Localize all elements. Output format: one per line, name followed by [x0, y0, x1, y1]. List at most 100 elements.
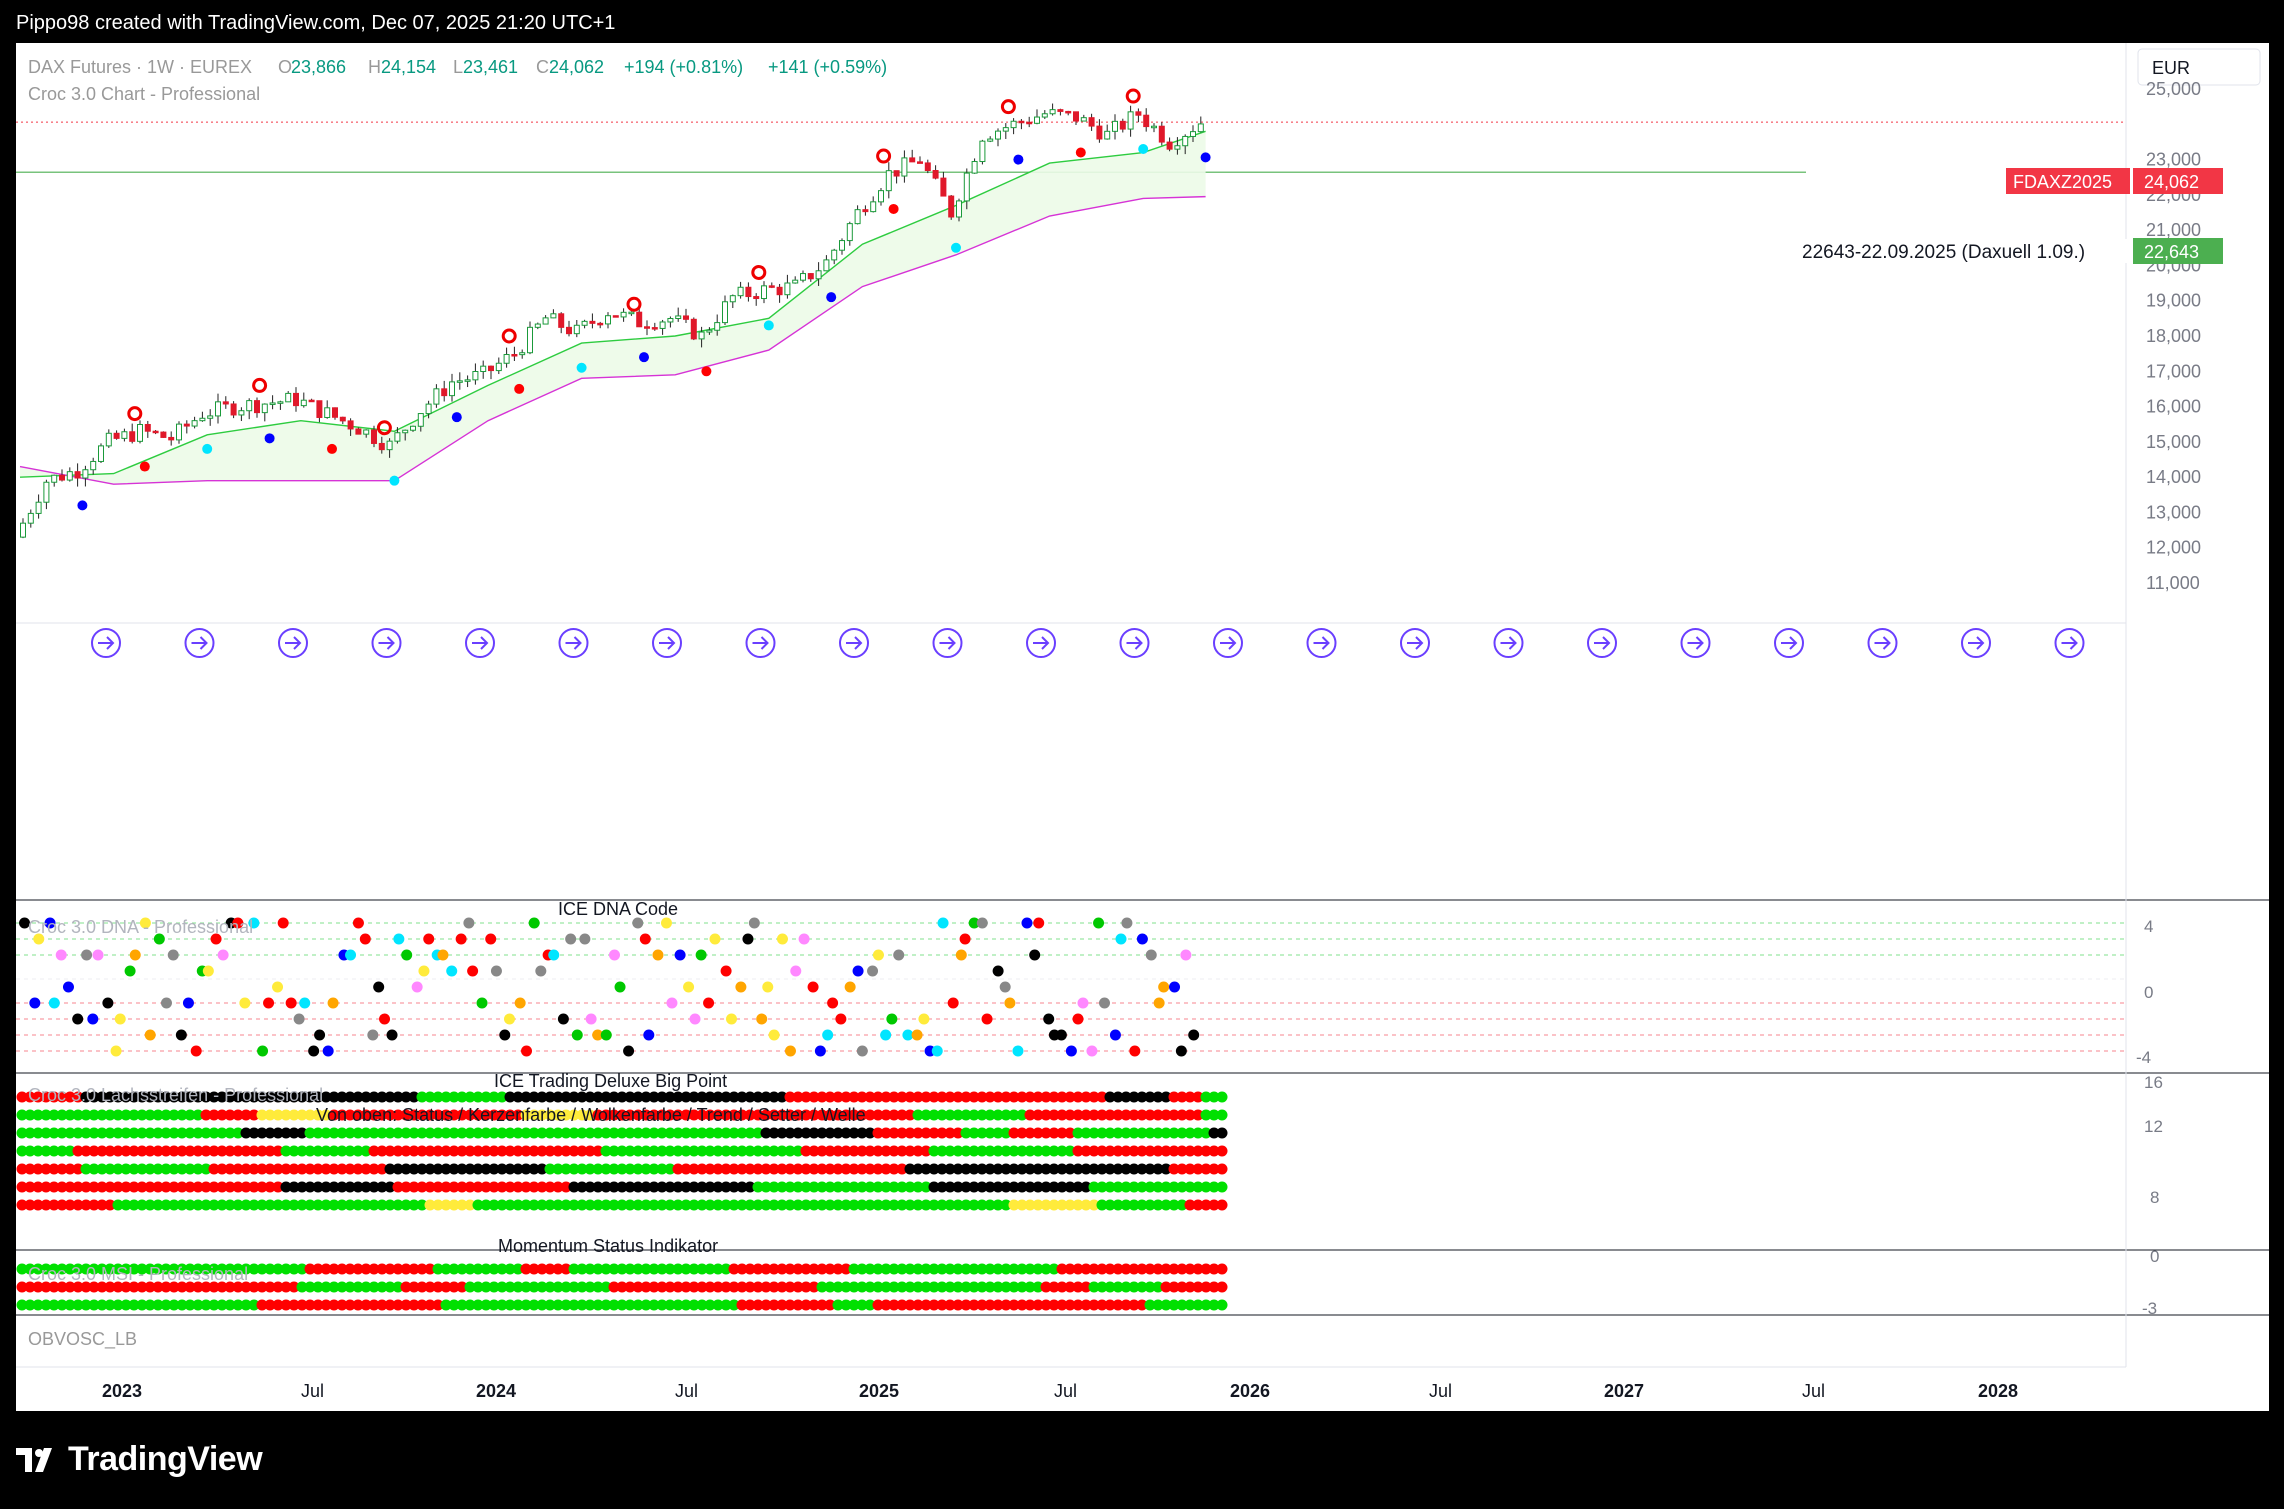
- trading-dot: [80, 1163, 92, 1175]
- trading-dot: [1096, 1199, 1108, 1211]
- dna-dot: [579, 933, 591, 945]
- candle-body: [573, 324, 580, 335]
- momentum-dot: [1000, 1263, 1012, 1275]
- arrow-marker-arrow: [1874, 636, 1891, 650]
- momentum-dot: [48, 1299, 60, 1311]
- momentum-dot: [24, 1281, 36, 1293]
- trading-dot: [344, 1091, 356, 1103]
- trading-dot: [488, 1163, 500, 1175]
- trading-dot: [976, 1163, 988, 1175]
- candle-body: [589, 320, 596, 324]
- currency-button[interactable]: EUR: [2137, 48, 2261, 86]
- trading-dot: [400, 1199, 412, 1211]
- price-axis[interactable]: 25,00023,00022,00021,00020,00019,00018,0…: [2146, 79, 2201, 593]
- chart-area[interactable]: DAX Futures · 1W · EUREX O 23,866 H 24,1…: [16, 43, 2269, 1411]
- trading-dot: [360, 1163, 372, 1175]
- trading-dot: [640, 1199, 652, 1211]
- trading-dot: [960, 1127, 972, 1139]
- candle-body: [566, 326, 572, 335]
- signal-dot: [264, 433, 275, 444]
- trading-dot: [464, 1199, 476, 1211]
- trading-dot: [280, 1199, 292, 1211]
- momentum-dot: [1168, 1299, 1180, 1311]
- momentum-dot: [976, 1281, 988, 1293]
- momentum-dot: [40, 1263, 52, 1275]
- momentum-dot: [808, 1263, 820, 1275]
- trading-dot: [568, 1199, 580, 1211]
- trading-dot: [232, 1163, 244, 1175]
- trading-dot: [800, 1127, 812, 1139]
- momentum-dot: [264, 1281, 276, 1293]
- trading-dot: [376, 1109, 388, 1121]
- trading-dot: [792, 1145, 804, 1157]
- trading-dot: [776, 1181, 788, 1193]
- trading-dot: [576, 1199, 588, 1211]
- trading-dot: [56, 1163, 68, 1175]
- trading-dot: [1056, 1163, 1068, 1175]
- momentum-dot: [328, 1263, 340, 1275]
- momentum-dot: [504, 1281, 516, 1293]
- trading-dot: [256, 1109, 268, 1121]
- trading-dot: [608, 1145, 620, 1157]
- momentum-dot: [64, 1263, 76, 1275]
- dna-dot: [1086, 1045, 1098, 1057]
- trading-dot: [1200, 1181, 1212, 1193]
- trading-dot: [656, 1091, 668, 1103]
- momentum-dot: [704, 1281, 716, 1293]
- trading-dot: [768, 1163, 780, 1175]
- dna-dot: [623, 1045, 635, 1057]
- candle-body: [932, 170, 939, 179]
- momentum-dot: [152, 1281, 164, 1293]
- trading-dot: [808, 1091, 820, 1103]
- trading-dot: [848, 1199, 860, 1211]
- momentum-dot: [1120, 1263, 1132, 1275]
- trading-dot: [336, 1127, 348, 1139]
- currency-label: EUR: [2152, 58, 2190, 78]
- momentum-dot: [792, 1281, 804, 1293]
- momentum-dot: [760, 1281, 772, 1293]
- dna-dot: [886, 1013, 898, 1025]
- momentum-dot: [928, 1299, 940, 1311]
- trading-dot: [344, 1199, 356, 1211]
- candle-body: [987, 138, 994, 142]
- trading-dot: [896, 1145, 908, 1157]
- momentum-dot: [496, 1299, 508, 1311]
- trading-dot: [848, 1109, 860, 1121]
- trading-dot: [1144, 1163, 1156, 1175]
- trading-dot: [344, 1109, 356, 1121]
- time-axis[interactable]: 2023 Jul 2024 Jul 2025 Jul 2026 Jul 2027…: [16, 1366, 2126, 1401]
- trading-dot: [544, 1163, 556, 1175]
- trading-dot: [40, 1163, 52, 1175]
- trading-dot: [920, 1145, 932, 1157]
- momentum-dot: [184, 1263, 196, 1275]
- trading-dot: [584, 1199, 596, 1211]
- trading-dot: [1104, 1109, 1116, 1121]
- trading-dot: [1080, 1163, 1092, 1175]
- momentum-dot: [344, 1281, 356, 1293]
- candle-body: [628, 311, 635, 315]
- trading-dot: [440, 1127, 452, 1139]
- momentum-dot: [40, 1281, 52, 1293]
- candle-body: [706, 329, 713, 333]
- dna-dot: [55, 949, 67, 961]
- trading-dot: [704, 1145, 716, 1157]
- trading-dot: [840, 1145, 852, 1157]
- trading-dot: [720, 1181, 732, 1193]
- chart-svg[interactable]: DAX Futures · 1W · EUREX O 23,866 H 24,1…: [16, 43, 2269, 1411]
- trading-dot: [568, 1145, 580, 1157]
- trading-dot: [880, 1181, 892, 1193]
- momentum-dot: [576, 1263, 588, 1275]
- trading-dot: [1144, 1127, 1156, 1139]
- momentum-dot: [328, 1299, 340, 1311]
- trading-dot: [816, 1145, 828, 1157]
- trading-dot: [424, 1109, 436, 1121]
- trading-dot: [848, 1163, 860, 1175]
- trading-dot: [584, 1091, 596, 1103]
- mom-pane-title: Croc 3.0 MSI - Professional: [28, 1264, 248, 1284]
- trading-dot: [776, 1145, 788, 1157]
- momentum-dot: [744, 1281, 756, 1293]
- dna-dot: [880, 1029, 892, 1041]
- trading-dot: [816, 1199, 828, 1211]
- trading-dot: [1008, 1199, 1020, 1211]
- tradingview-logo[interactable]: TradingView: [16, 1440, 263, 1479]
